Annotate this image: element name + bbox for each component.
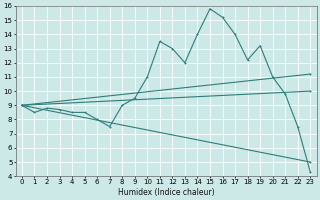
X-axis label: Humidex (Indice chaleur): Humidex (Indice chaleur): [118, 188, 214, 197]
